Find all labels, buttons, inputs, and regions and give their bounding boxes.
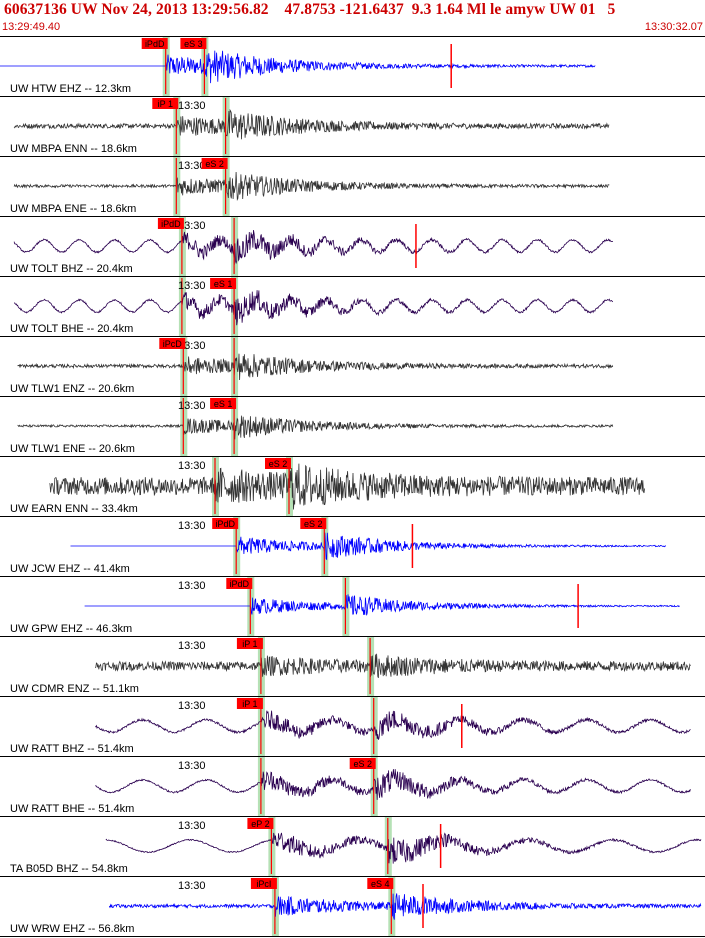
waveform xyxy=(108,893,702,920)
waveform xyxy=(95,769,691,800)
pick-flag[interactable] xyxy=(265,458,291,469)
waveform xyxy=(13,290,614,326)
station-label: UW WRW EHZ -- 56.8km xyxy=(10,923,134,935)
pick-flag[interactable] xyxy=(210,278,237,289)
plot-header: 60637136 UW Nov 24, 2013 13:29:56.82 47.… xyxy=(0,0,705,36)
station-label: UW TOLT BHE -- 20.4km xyxy=(10,323,133,335)
station-label: UW JCW EHZ -- 41.4km xyxy=(10,563,130,575)
pick-flag[interactable] xyxy=(247,818,274,829)
waveform xyxy=(0,50,596,84)
waveform xyxy=(13,108,610,140)
pick-flag[interactable] xyxy=(226,578,253,589)
pick-flag[interactable] xyxy=(180,38,207,49)
pick-flag[interactable] xyxy=(367,878,394,889)
pick-label: eS 4 xyxy=(371,879,390,889)
pick-flag[interactable] xyxy=(349,758,376,769)
pick-label: iP 1 xyxy=(158,99,173,109)
pick-label: eS 3 xyxy=(184,39,203,49)
time-tick-label: 13:30 xyxy=(178,520,206,532)
station-label: UW HTW EHZ -- 12.3km xyxy=(10,83,131,95)
pick-label: eS 2 xyxy=(353,759,372,769)
waveform xyxy=(49,463,645,510)
pick-flag[interactable] xyxy=(201,158,228,169)
pick-flag[interactable] xyxy=(236,638,263,649)
pick-flag[interactable] xyxy=(236,698,263,709)
time-tick-label: 13:30 xyxy=(178,280,206,292)
pick-flag[interactable] xyxy=(141,38,168,49)
seismogram-plot: iPdD eS 3 UW HTW EHZ -- 12.3km 13:30 iP 1 UW … xyxy=(0,36,705,937)
waveform xyxy=(13,230,614,265)
station-label: UW GPW EHZ -- 46.3km xyxy=(10,623,132,635)
time-tick-label: 13:30 xyxy=(178,820,206,832)
waveform xyxy=(84,594,680,616)
trace-row: 13:30 iP 1 UW RATT BHZ -- 51.4km xyxy=(10,697,691,756)
time-tick-label: 13:30 xyxy=(178,700,206,712)
trace-row: 13:30 iP 1 UW CDMR ENZ -- 51.1km xyxy=(10,637,691,696)
station-label: UW TLW1 ENZ -- 20.6km xyxy=(10,383,134,395)
waveform xyxy=(105,832,702,864)
time-tick-label: 13:30 xyxy=(178,400,206,412)
trace-row: 13:30 iPcI eS 4 UW WRW EHZ -- 56.8km xyxy=(10,877,702,936)
pick-label: iPdD xyxy=(230,579,250,589)
waveform xyxy=(17,353,614,381)
waveform xyxy=(13,171,610,201)
station-label: UW TLW1 ENE -- 20.6km xyxy=(10,443,135,455)
trace-row: 13:30 eS 1 UW TLW1 ENE -- 20.6km xyxy=(10,397,614,456)
pick-flag[interactable] xyxy=(157,218,184,229)
trace-row: 13:30 iPdD UW GPW EHZ -- 46.3km xyxy=(10,577,680,636)
trace-row: 13:30 iP 1 UW MBPA ENN -- 18.6km xyxy=(10,97,610,156)
trace-row: 13:30 eP 2 TA B05D BHZ -- 54.8km xyxy=(10,817,702,876)
time-tick-label: 13:30 xyxy=(178,640,206,652)
start-time-label: 13:29:49.40 xyxy=(2,21,61,33)
waveform xyxy=(17,415,614,440)
station-label: UW EARN ENN -- 33.4km xyxy=(10,503,138,515)
time-tick-label: 13:30 xyxy=(178,580,206,592)
pick-label: iPdD xyxy=(145,39,165,49)
station-label: UW CDMR ENZ -- 51.1km xyxy=(10,683,139,695)
time-tick-label: 13:30 xyxy=(178,220,206,232)
pick-label: eP 2 xyxy=(251,819,269,829)
station-label: UW RATT BHE -- 51.4km xyxy=(10,803,134,815)
pick-label: eS 2 xyxy=(269,459,288,469)
station-label: UW MBPA ENN -- 18.6km xyxy=(10,143,137,155)
pick-flag[interactable] xyxy=(210,398,237,409)
end-time-label: 13:30:32.07 xyxy=(644,21,703,33)
station-label: UW TOLT BHZ -- 20.4km xyxy=(10,263,133,275)
time-tick-label: 13:30 xyxy=(178,460,206,472)
time-tick-label: 13:30 xyxy=(178,160,206,172)
waveform xyxy=(95,710,691,740)
trace-row: 13:30 eS 1 UW TOLT BHE -- 20.4km xyxy=(10,277,614,336)
waveform xyxy=(94,653,691,679)
pick-label: iPcI xyxy=(256,879,271,889)
pick-label: eS 1 xyxy=(214,279,233,289)
trace-row: 13:30 iPdD eS 2 UW JCW EHZ -- 41.4km xyxy=(10,517,667,576)
station-label: TA B05D BHZ -- 54.8km xyxy=(10,863,128,875)
pick-label: iP 1 xyxy=(242,639,257,649)
pick-label: iP 1 xyxy=(242,699,257,709)
pick-label: eS 2 xyxy=(304,519,323,529)
time-tick-label: 13:30 xyxy=(178,760,206,772)
waveform xyxy=(70,532,667,561)
pick-flag[interactable] xyxy=(212,518,239,529)
pick-label: iPdD xyxy=(215,519,235,529)
trace-row: 13:30 eS 2 UW EARN ENN -- 33.4km xyxy=(10,457,645,516)
pick-label: eS 2 xyxy=(205,159,224,169)
pick-label: iPdD xyxy=(161,219,181,229)
pick-flag[interactable] xyxy=(159,338,186,349)
pick-flag[interactable] xyxy=(250,878,277,889)
pick-label: iPcD xyxy=(163,339,183,349)
trace-row: 13:30 eS 2 UW MBPA ENE -- 18.6km xyxy=(10,157,610,216)
station-label: UW RATT BHZ -- 51.4km xyxy=(10,743,134,755)
trace-row: iPdD eS 3 UW HTW EHZ -- 12.3km xyxy=(0,37,596,96)
pick-flag[interactable] xyxy=(152,98,179,109)
time-tick-label: 13:30 xyxy=(178,880,206,892)
station-label: UW MBPA ENE -- 18.6km xyxy=(10,203,136,215)
trace-row: 13:30 eS 2 UW RATT BHE -- 51.4km xyxy=(10,757,691,816)
event-title: 60637136 UW Nov 24, 2013 13:29:56.82 47.… xyxy=(4,1,616,18)
pick-flag[interactable] xyxy=(300,518,327,529)
pick-label: eS 1 xyxy=(214,399,233,409)
time-tick-label: 13:30 xyxy=(178,100,206,112)
